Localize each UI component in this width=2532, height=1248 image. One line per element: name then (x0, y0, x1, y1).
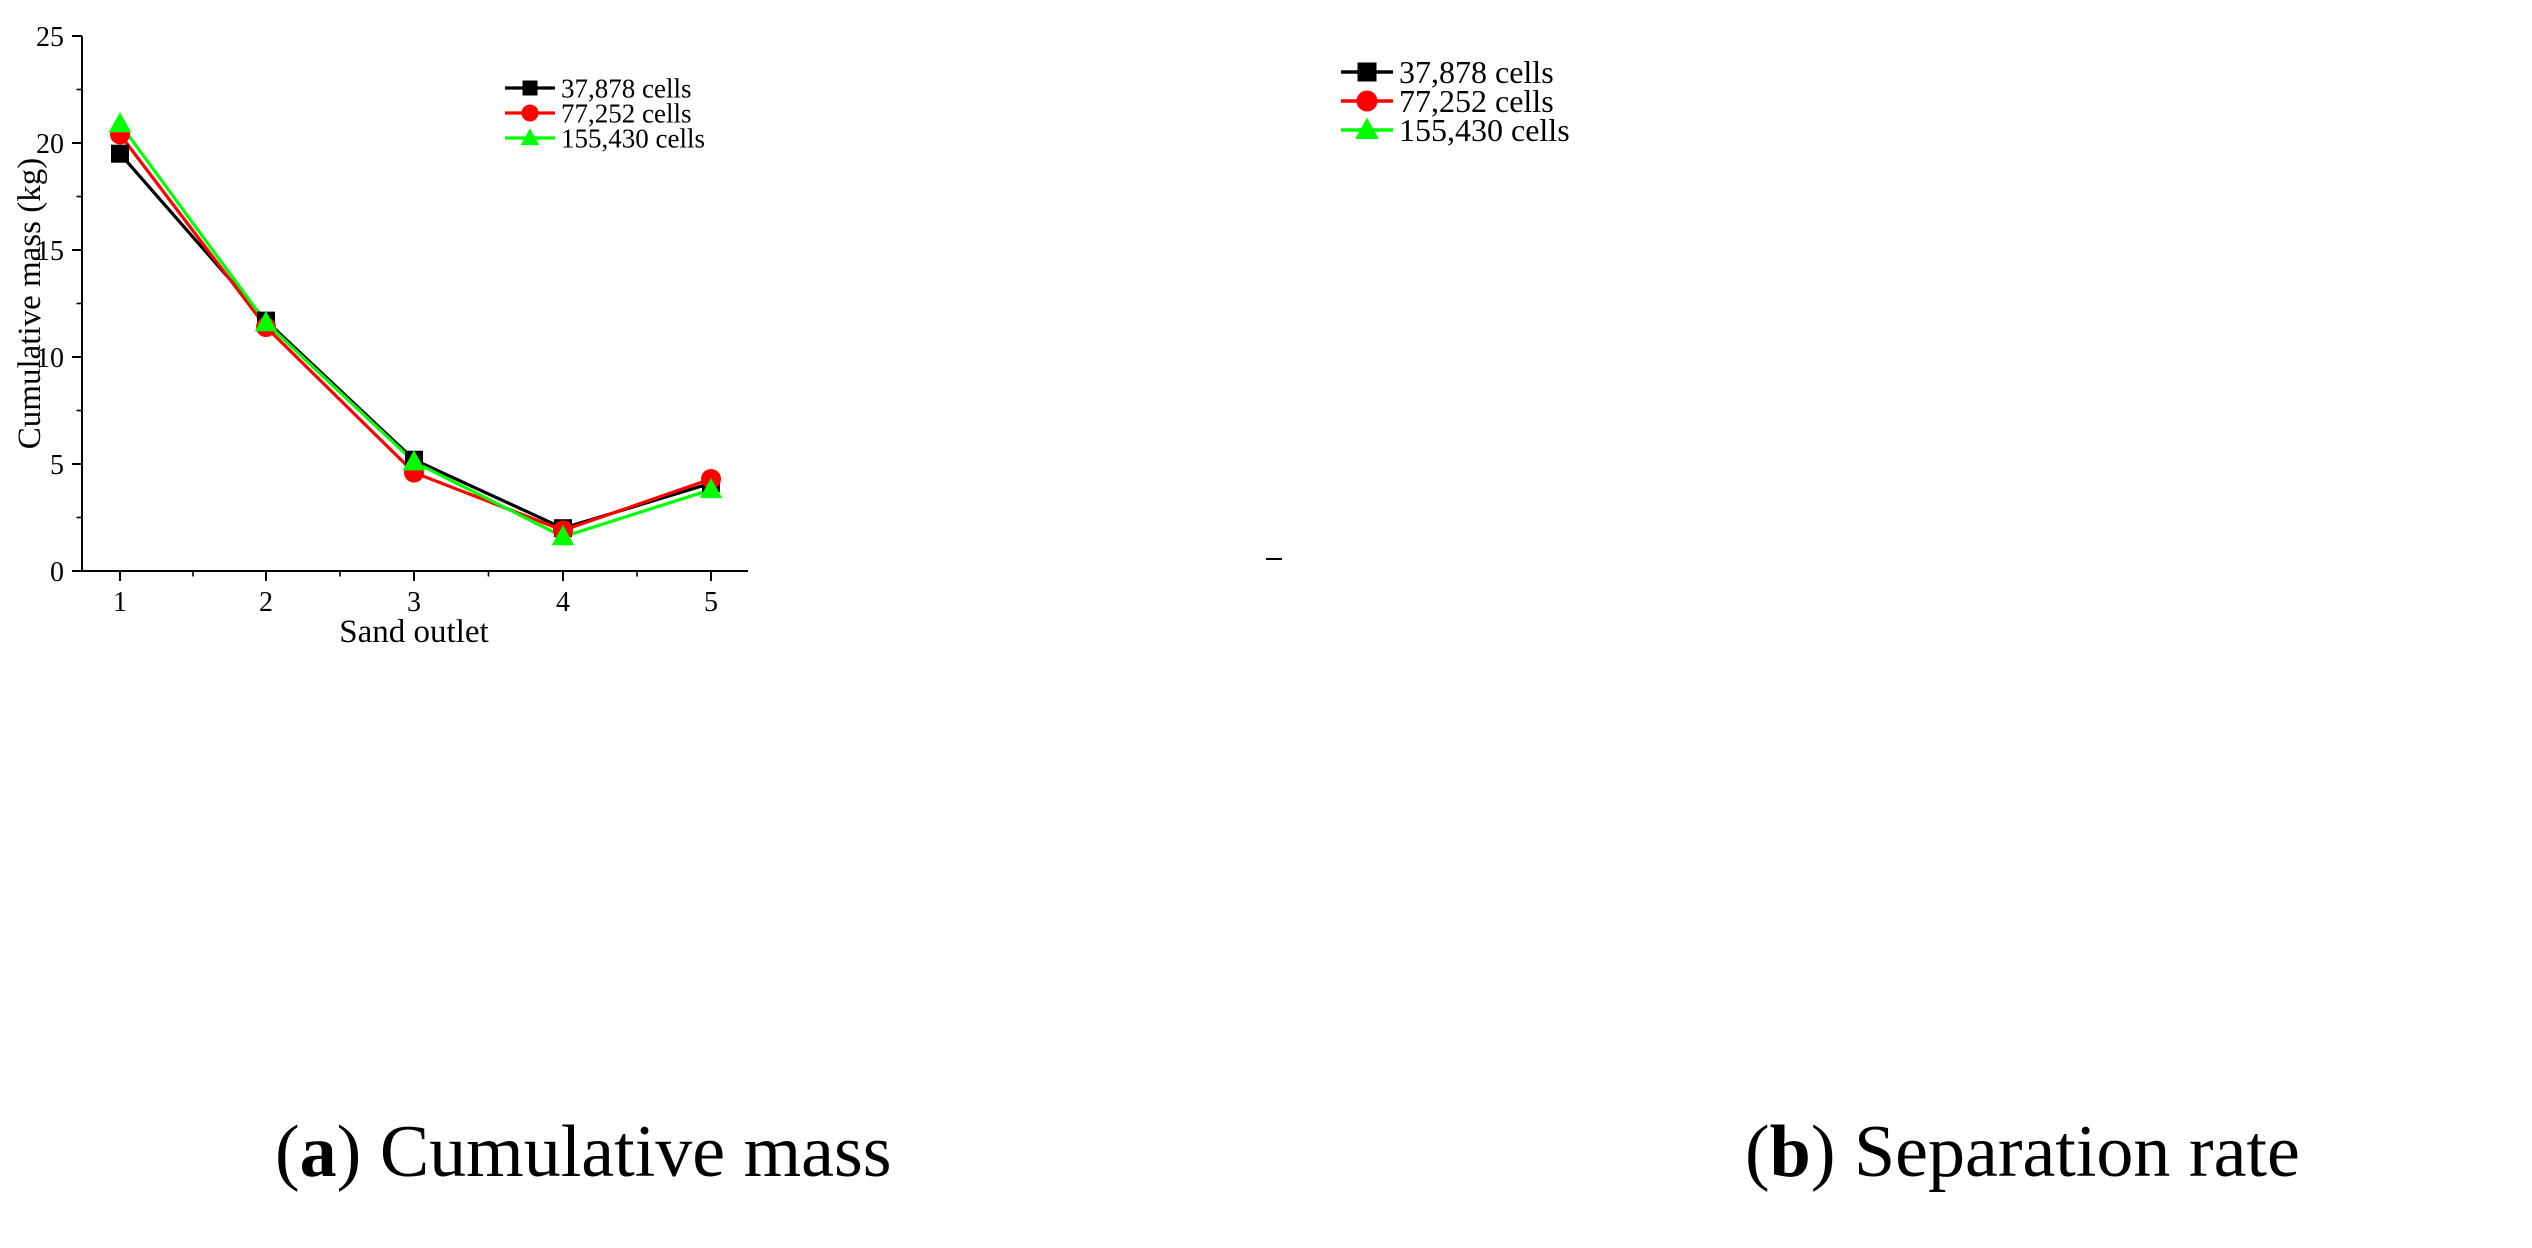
legend-marker-3 (1355, 117, 1379, 139)
series-3-point-4 (551, 525, 575, 546)
x-tick-label: 1 (113, 587, 127, 618)
y-tick-label: 0 (50, 557, 64, 588)
x-axis-label: Sand outlet (339, 614, 488, 650)
y-tick-label: 20 (36, 129, 64, 160)
caption-b-text: Separation rate (1853, 1111, 2300, 1193)
legend-label-3: 155,430 cells (561, 123, 705, 153)
series-3-point-3 (402, 450, 426, 471)
legend-marker-3 (520, 128, 540, 146)
legend-label-2: 77,252 cells (561, 98, 691, 128)
legend-marker-2 (521, 104, 539, 122)
caption-b: (b) Separation rate (1745, 1111, 2300, 1193)
legend-label-1: 37,878 cells (1399, 54, 1554, 90)
series-3-point-5 (699, 477, 723, 499)
y-tick-label: 5 (50, 450, 64, 481)
y-tick-label: 10 (36, 343, 64, 374)
caption-a: (a) Cumulative mass (275, 1111, 892, 1193)
x-tick-label: 5 (704, 587, 718, 618)
legend-marker-1 (1357, 62, 1377, 82)
x-tick-label: 3 (407, 587, 421, 618)
series-3-point-1 (108, 112, 132, 133)
y-tick-label: 15 (36, 236, 64, 267)
series-1-point-1 (111, 144, 129, 163)
legend-label-2: 77,252 cells (1399, 83, 1554, 119)
caption-b-label: b (1769, 1111, 1811, 1193)
x-tick-label: 4 (556, 587, 570, 618)
legend-label-3: 155,430 cells (1399, 112, 1570, 148)
chart-svg-b: 6570758085909510012345Sand outletSeparat… (1266, 54, 1570, 560)
chart-panel-a: 0 5 10 15 20 25 1 2 3 4 5 Sand outlet Cumulative mas… (0, 0, 1266, 1080)
legend-marker-2 (1356, 90, 1378, 112)
caption-a-label: a (299, 1111, 337, 1193)
y-axis-label: Cumulative mass (kg) (12, 158, 48, 449)
chart-svg-a: 0 5 10 15 20 25 1 2 3 4 5 Sand outlet Cumulative mas… (12, 22, 748, 650)
x-tick-label: 2 (259, 587, 273, 618)
series-3-point-2 (254, 311, 278, 332)
y-tick-label: 25 (36, 22, 64, 53)
chart-panel-b: 6570758085909510012345Sand outletSeparat… (1266, 0, 2532, 1080)
caption-a-text: Cumulative mass (379, 1111, 892, 1193)
legend-marker-1 (522, 80, 538, 96)
legend-label-1: 37,878 cells (561, 73, 691, 103)
